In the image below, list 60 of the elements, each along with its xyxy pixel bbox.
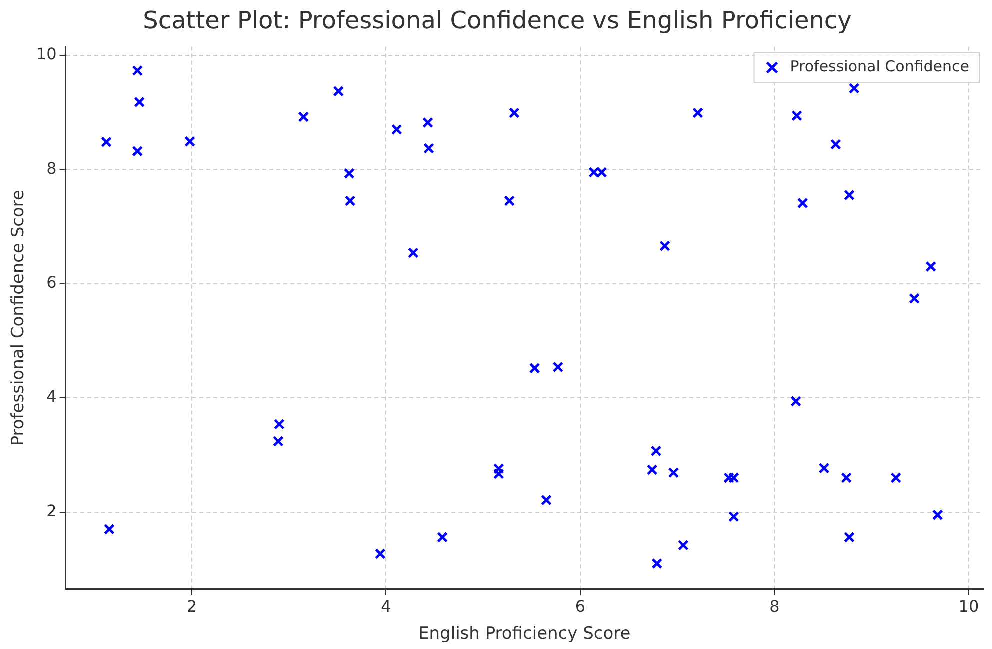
- point: [818, 462, 830, 474]
- x-axis-title: English Proficiency Score: [418, 624, 631, 644]
- point: [132, 146, 144, 157]
- point: [422, 117, 434, 128]
- chart-title: Scatter Plot: Professional Confidence vs English Proficiency: [143, 6, 852, 35]
- y-tick-label: 10: [36, 44, 57, 64]
- point: [408, 247, 419, 258]
- point: [841, 472, 852, 484]
- point: [797, 198, 808, 209]
- point: [890, 472, 902, 484]
- point: [272, 436, 284, 447]
- point: [652, 558, 663, 570]
- point: [646, 464, 658, 476]
- point: [724, 472, 735, 484]
- point: [104, 524, 115, 535]
- point: [844, 532, 855, 543]
- point: [790, 396, 802, 407]
- point: [692, 108, 704, 119]
- point: [848, 83, 860, 94]
- point: [134, 96, 146, 108]
- point: [728, 511, 740, 522]
- point: [374, 548, 386, 560]
- point: [437, 532, 448, 543]
- point: [529, 362, 540, 374]
- point: [650, 446, 662, 457]
- point: [540, 494, 552, 506]
- point: [504, 196, 516, 207]
- point: [668, 467, 680, 478]
- point: [926, 261, 937, 272]
- x-tick-label: 10: [958, 597, 980, 616]
- y-tick-label: 6: [46, 272, 57, 292]
- point: [391, 124, 402, 136]
- y-tick-label: 2: [46, 501, 57, 520]
- point: [728, 472, 740, 484]
- point: [932, 510, 944, 521]
- point: [423, 142, 434, 154]
- legend-label: Professional Confidence: [790, 58, 970, 76]
- point: [830, 138, 842, 150]
- point: [132, 65, 144, 76]
- point: [792, 110, 803, 122]
- point: [344, 168, 355, 180]
- point: [659, 240, 670, 252]
- point: [552, 362, 564, 373]
- point: [298, 112, 310, 123]
- point: [678, 540, 689, 551]
- y-tick-label: 8: [46, 158, 57, 178]
- point: [184, 136, 196, 148]
- point: [333, 86, 344, 97]
- x-tick-label: 6: [575, 597, 586, 616]
- point: [274, 418, 285, 430]
- point: [101, 136, 112, 148]
- point: [344, 196, 356, 207]
- point: [909, 293, 920, 304]
- x-tick-label: 2: [186, 597, 198, 616]
- point: [844, 190, 855, 201]
- y-tick-label: 4: [46, 387, 57, 406]
- x-tick-label: 4: [381, 597, 392, 616]
- point: [508, 108, 520, 119]
- x-tick-label: 8: [770, 597, 780, 616]
- y-axis-title: Professional Confidence Score: [8, 190, 29, 446]
